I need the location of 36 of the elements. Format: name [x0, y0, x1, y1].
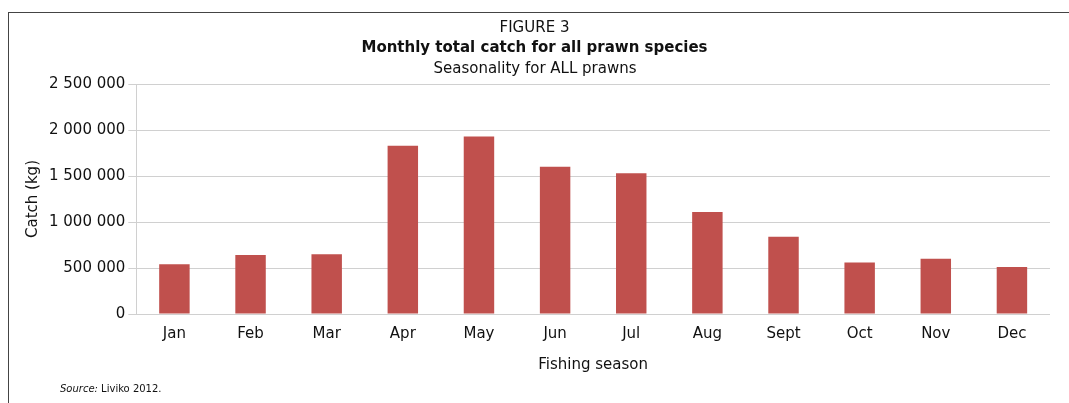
chart-title: FIGURE 3 — [498, 18, 571, 36]
bar — [996, 267, 1028, 314]
bar — [235, 255, 266, 314]
source-note: Source: Liviko 2012. — [60, 383, 162, 394]
bar — [159, 264, 190, 314]
x-axis-title: Fishing season — [538, 354, 649, 373]
chart-subtitle: Monthly total catch for all prawn species — [360, 38, 709, 56]
text: Seasonality for ALL prawns — [433, 58, 637, 77]
x-tick-label: Aug — [692, 323, 723, 342]
x-tick-label: Apr — [389, 323, 417, 342]
x-tick-label: Nov — [921, 323, 951, 342]
bar — [311, 254, 342, 314]
x-tick-label: May — [463, 323, 495, 342]
bar — [463, 136, 495, 314]
x-tick-label: Feb — [237, 323, 264, 342]
bar — [539, 166, 571, 314]
y-tick-label: 500 000 — [63, 257, 126, 276]
x-tick-label: Mar — [312, 323, 342, 342]
x-tick-label: Dec — [997, 323, 1027, 342]
x-tick-label: Jul — [621, 323, 641, 342]
bar — [387, 145, 419, 314]
y-tick-label: 2 000 000 — [49, 119, 126, 138]
x-tick-label: Oct — [846, 323, 873, 342]
x-tick-label: Jan — [161, 323, 186, 342]
bar — [768, 236, 799, 314]
y-tick-label: 1 500 000 — [49, 165, 126, 184]
bar — [920, 258, 952, 314]
y-tick-label: 1 000 000 — [49, 211, 126, 230]
y-tick-label: 0 — [115, 303, 126, 322]
bar — [692, 211, 723, 314]
x-tick-label: Sept — [766, 323, 801, 342]
bar — [616, 173, 647, 314]
y-axis-title: Catch (kg) — [22, 160, 41, 238]
bar — [844, 262, 875, 314]
x-tick-label: Jun — [542, 323, 567, 342]
y-tick-label: 2 500 000 — [49, 73, 126, 92]
